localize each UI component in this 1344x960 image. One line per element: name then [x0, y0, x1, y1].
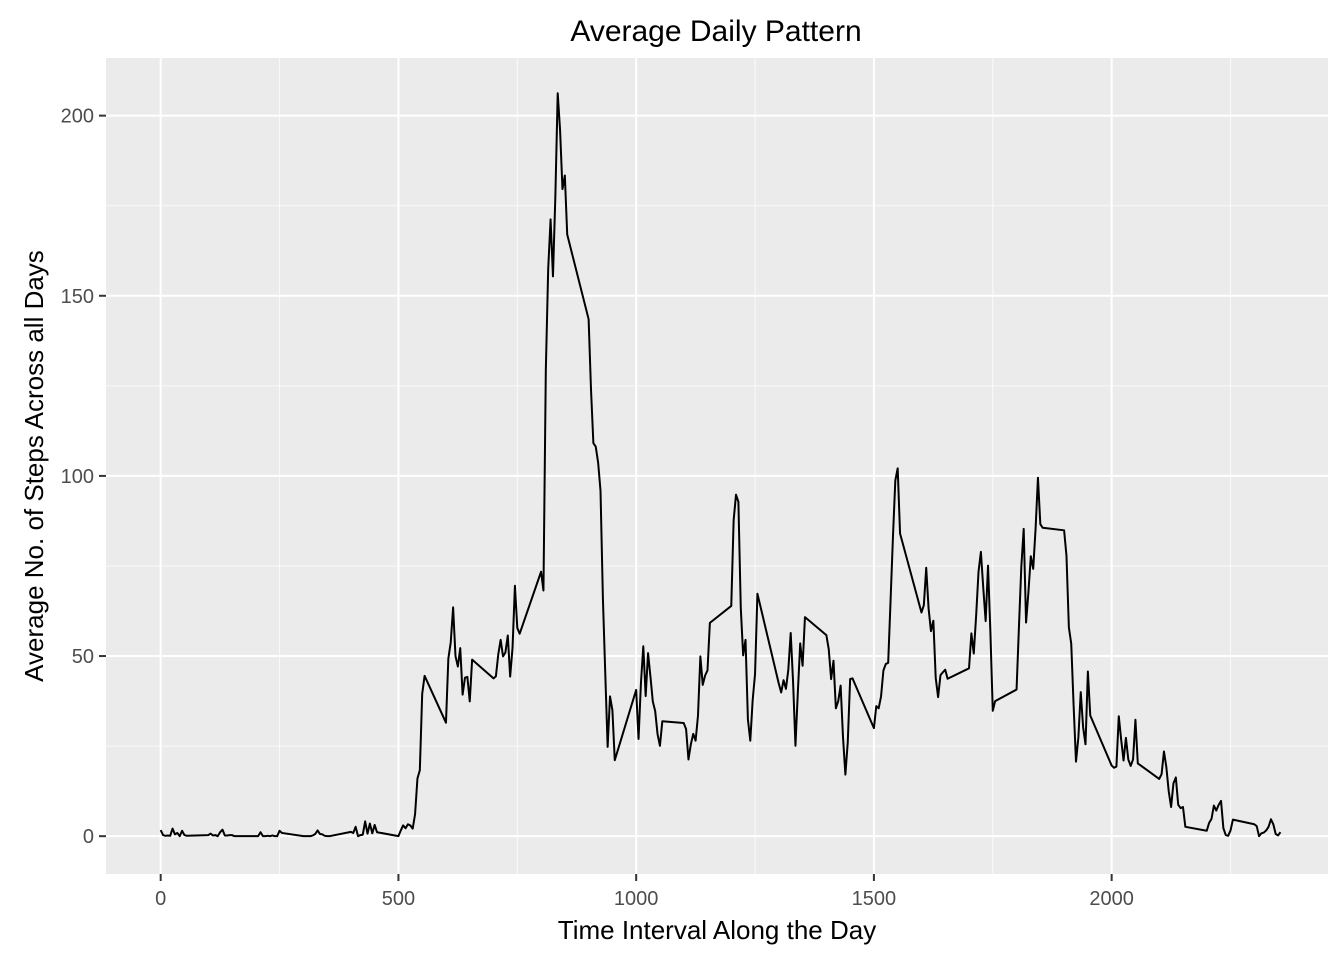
chart-title: Average Daily Pattern [570, 15, 861, 48]
average-steps-series-line [159, 92, 1282, 838]
x-tick-label: 1000 [614, 888, 659, 910]
x-tick-label: 2000 [1089, 888, 1134, 910]
y-tick-label: 0 [83, 826, 94, 848]
major-gridlines [106, 58, 1328, 874]
x-axis-title: Time Interval Along the Day [558, 915, 876, 945]
y-tick-label: 150 [61, 286, 94, 308]
minor-gridlines [106, 58, 1328, 874]
y-tick-label: 50 [72, 646, 94, 668]
y-tick-label: 100 [61, 466, 94, 488]
y-axis-ticks: 0 50 100 150 200 [61, 106, 106, 848]
x-axis-ticks: 0 500 1000 1500 2000 [155, 874, 1134, 910]
x-tick-label: 0 [155, 888, 166, 910]
x-tick-label: 1500 [852, 888, 897, 910]
plot-panel [106, 58, 1328, 874]
x-tick-label: 500 [382, 888, 415, 910]
y-tick-label: 200 [61, 106, 94, 128]
y-axis-title: Average No. of Steps Across all Days [19, 250, 49, 682]
